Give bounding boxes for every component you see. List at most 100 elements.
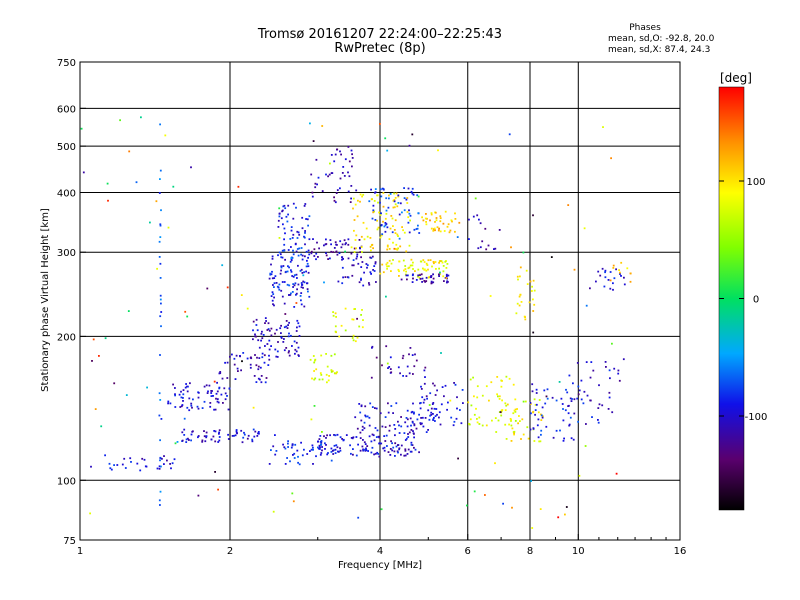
data-point-69: [224, 392, 227, 395]
data-point-868: [411, 264, 414, 267]
data-point-1023: [318, 438, 321, 440]
data-point-482: [320, 443, 322, 446]
data-point-1315: [478, 423, 481, 425]
data-point-1187: [368, 416, 371, 419]
data-point-575: [356, 255, 358, 258]
data-point-1084: [324, 448, 326, 450]
data-point-434: [300, 247, 303, 249]
data-point-1066: [350, 437, 353, 439]
data-point-713: [350, 246, 353, 249]
data-point-1334: [540, 419, 543, 421]
data-point-381: [290, 292, 292, 295]
data-point-1409: [531, 383, 534, 386]
data-point-1118: [359, 431, 362, 434]
data-point-1503: [609, 271, 612, 273]
data-point-839: [417, 268, 420, 271]
data-point-1099: [400, 444, 403, 447]
data-point-219: [255, 318, 258, 321]
data-point-331: [271, 255, 274, 258]
data-point-1166: [356, 427, 359, 430]
data-point-1606: [473, 490, 476, 493]
data-point-1594: [119, 119, 121, 122]
data-point-1167: [410, 429, 413, 431]
data-point-1132: [416, 418, 419, 421]
data-point-1454: [611, 411, 614, 414]
data-point-898: [388, 259, 391, 262]
data-point-1340: [517, 422, 519, 425]
data-point-1155: [388, 424, 391, 427]
data-point-975: [450, 219, 453, 222]
data-point-757: [359, 193, 362, 196]
data-point-1350: [532, 411, 534, 414]
data-point-1306: [508, 423, 510, 426]
data-point-807: [408, 212, 411, 215]
data-point-217: [266, 343, 269, 345]
data-point-775: [407, 187, 410, 190]
data-point-365: [270, 273, 273, 276]
data-point-79: [213, 408, 215, 411]
data-point-206: [276, 350, 279, 353]
data-point-1467: [523, 315, 526, 318]
data-point-498: [327, 379, 330, 382]
data-point-35: [182, 397, 184, 399]
data-point-239: [261, 337, 264, 340]
data-point-1377: [534, 413, 536, 416]
data-point-979: [424, 217, 427, 220]
data-point-700: [373, 200, 376, 202]
data-point-931: [430, 280, 433, 283]
data-point-1666: [159, 490, 162, 493]
data-point-653: [370, 257, 373, 259]
data-point-1437: [613, 367, 616, 370]
data-point-1266: [414, 353, 416, 356]
data-point-851: [398, 270, 400, 273]
data-point-428: [304, 203, 307, 205]
data-point-1210: [434, 394, 437, 396]
data-point-456: [298, 463, 301, 466]
data-point-626: [334, 201, 337, 204]
data-point-1137: [359, 411, 362, 414]
data-point-804: [380, 212, 382, 215]
data-point-252: [274, 332, 276, 335]
x-tick-label-4: 4: [377, 546, 383, 557]
data-point-1661: [159, 399, 162, 401]
data-point-976: [425, 213, 427, 215]
data-point-1358: [541, 415, 544, 418]
data-point-877: [423, 261, 426, 263]
data-point-940: [438, 275, 440, 277]
data-point-403: [290, 226, 293, 228]
data-point-610: [347, 171, 349, 174]
data-point-504: [321, 378, 324, 381]
data-point-567: [316, 241, 318, 244]
data-point-224: [291, 345, 293, 347]
data-point-319: [288, 266, 290, 269]
data-point-682: [373, 265, 376, 267]
data-point-915: [443, 280, 445, 282]
data-point-559: [330, 243, 332, 246]
data-point-416: [278, 212, 281, 215]
data-point-747: [352, 197, 355, 200]
data-point-1514: [599, 274, 602, 277]
data-point-994: [362, 439, 364, 441]
data-point-802: [391, 231, 394, 234]
data-point-1587: [91, 360, 93, 362]
data-point-845: [422, 267, 424, 270]
data-point-415: [284, 207, 287, 210]
data-point-905: [412, 277, 414, 280]
data-point-19: [169, 463, 171, 465]
data-point-1205: [456, 396, 458, 399]
data-point-524: [314, 377, 317, 380]
data-point-1474: [517, 278, 519, 281]
data-point-1517: [619, 271, 621, 274]
data-point-1151: [419, 407, 422, 410]
data-point-1346: [519, 420, 521, 422]
data-point-1117: [410, 424, 412, 427]
data-point-992: [392, 446, 395, 449]
data-point-1442: [590, 361, 593, 363]
data-point-1651: [159, 504, 161, 506]
data-point-1150: [434, 415, 437, 417]
data-point-329: [285, 270, 287, 273]
data-point-444: [290, 246, 292, 248]
data-point-449: [283, 204, 286, 207]
data-point-400: [296, 248, 299, 250]
data-point-255: [267, 322, 270, 325]
